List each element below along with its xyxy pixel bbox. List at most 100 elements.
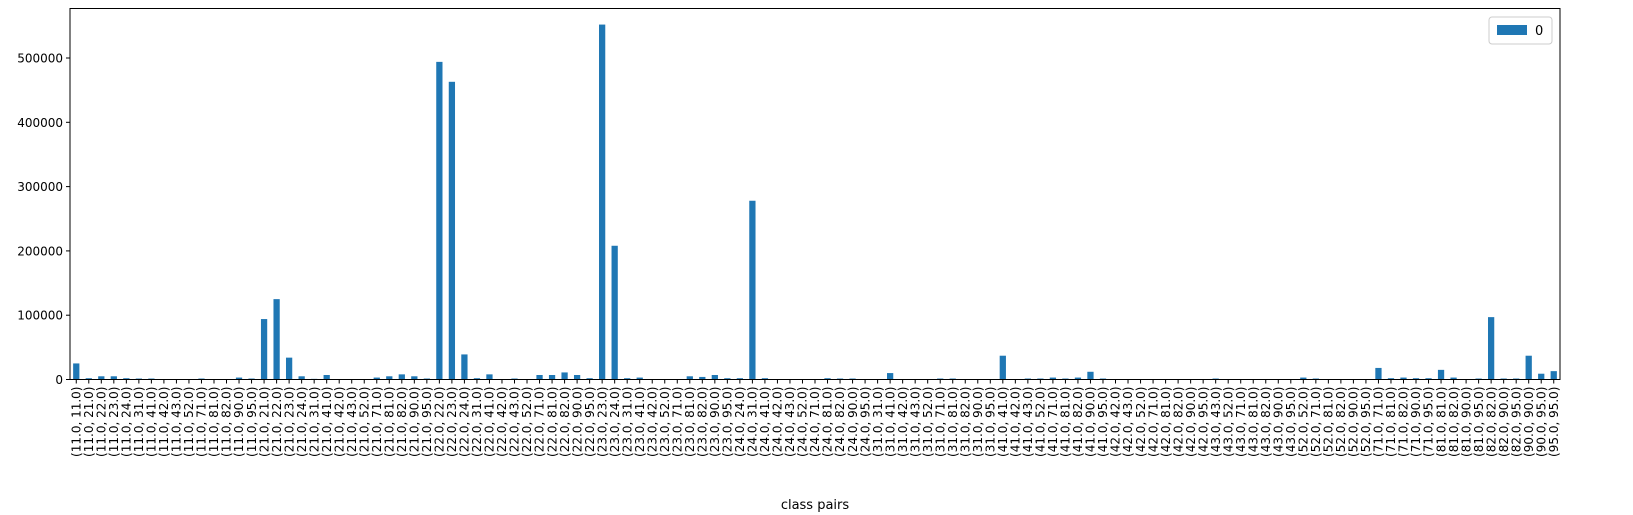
bar [110,376,117,380]
x-tick-label: (42.0, 81.0) [1159,387,1173,457]
bar [1425,378,1432,380]
x-tick-label: (42.0, 95.0) [1196,386,1210,456]
x-tick-label: (23.0, 52.0) [658,387,672,457]
x-tick-label: (21.0, 22.0) [270,387,284,457]
x-tick-label: (24.0, 90.0) [846,386,860,456]
x-tick-label: (43.0, 81.0) [1246,387,1260,457]
bar [1087,371,1094,380]
bar [749,200,756,380]
x-axis: (11.0, 11.0)(11.0, 21.0)(11.0, 22.0)(11.… [69,379,1561,457]
bar [1074,377,1082,380]
bar [686,376,693,380]
x-tick-label: (52.0, 95.0) [1359,386,1373,456]
y-tick-label: 500000 [17,52,63,66]
x-tick-label: (41.0, 52.0) [1034,387,1048,457]
x-tick-label: (21.0, 42.0) [332,386,346,456]
bar [473,378,481,380]
x-tick-label: (11.0, 43.0) [170,387,184,457]
x-tick-label: (11.0, 24.0) [120,386,134,456]
x-tick-label: (22.0, 42.0) [495,386,509,456]
x-tick-label: (43.0, 95.0) [1284,387,1298,457]
bar [411,376,418,380]
bar [586,378,593,380]
bar [624,378,631,380]
bar [235,377,243,380]
x-tick-label: (41.0, 41.0) [996,387,1010,457]
y-tick-label: 0 [55,373,63,387]
x-tick-label: (22.0, 43.0) [508,387,522,457]
x-tick-label: (43.0, 71.0) [1234,386,1248,456]
x-tick-label: (43.0, 52.0) [1221,386,1235,456]
bar [323,375,330,380]
bar [1525,355,1532,380]
x-tick-label: (41.0, 90.0) [1084,386,1098,456]
bar [599,24,606,380]
x-tick-label: (82.0, 82.0) [1484,386,1498,456]
bar [436,61,443,380]
x-tick-label: (42.0, 71.0) [1146,387,1160,457]
x-tick-label: (24.0, 82.0) [833,386,847,456]
bar [1450,377,1457,380]
bar [1538,373,1545,380]
bar [611,245,618,380]
x-tick-label: (52.0, 82.0) [1334,386,1348,456]
x-tick-label: (31.0, 90.0) [971,386,985,456]
x-tick-label: (71.0, 95.0) [1422,387,1436,457]
x-tick-label: (82.0, 95.0) [1509,387,1523,457]
x-tick-label: (71.0, 71.0) [1372,387,1386,457]
bar [486,374,493,380]
x-tick-label: (23.0, 31.0) [620,386,634,456]
x-tick-label: (11.0, 23.0) [107,386,121,456]
x-tick-label: (11.0, 31.0) [132,387,146,457]
x-tick-label: (23.0, 42.0) [645,387,659,457]
bar [1049,377,1057,380]
x-tick-label: (52.0, 90.0) [1347,386,1361,456]
bar [298,376,305,380]
x-tick-label: (24.0, 95.0) [858,386,872,456]
x-tick-label: (11.0, 95.0) [245,386,259,456]
x-tick-label: (42.0, 43.0) [1121,387,1135,457]
x-tick-label: (42.0, 82.0) [1171,387,1185,457]
x-tick-label: (24.0, 81.0) [821,386,835,456]
legend-swatch [1497,25,1527,35]
x-tick-label: (23.0, 23.0) [595,386,609,456]
x-tick-label: (21.0, 23.0) [282,387,296,457]
x-tick-label: (81.0, 81.0) [1434,386,1448,456]
x-tick-label: (41.0, 42.0) [1009,387,1023,457]
x-tick-label: (11.0, 82.0) [220,386,234,456]
bar [123,378,130,380]
bar [536,375,543,380]
bar [887,373,894,380]
x-tick-label: (43.0, 43.0) [1209,386,1223,456]
x-tick-label: (23.0, 41.0) [633,387,647,457]
bar [373,377,380,380]
bar [1550,371,1557,380]
bar [724,378,731,380]
x-tick-label: (11.0, 22.0) [95,386,109,456]
x-tick-label: (23.0, 95.0) [721,386,735,456]
x-tick-label: (24.0, 43.0) [783,387,797,457]
x-tick-label: (31.0, 41.0) [883,387,897,457]
x-tick-label: (22.0, 71.0) [533,387,547,457]
bar [999,355,1006,380]
bar [85,378,92,380]
x-tick-label: (23.0, 81.0) [683,387,697,457]
bar [1488,317,1495,380]
x-tick-label: (43.0, 82.0) [1259,387,1273,457]
bar [736,378,743,380]
x-tick-label: (11.0, 71.0) [195,386,209,456]
x-tick-label: (23.0, 82.0) [696,386,710,456]
bar [636,377,643,380]
x-tick-label: (71.0, 82.0) [1397,387,1411,457]
x-tick-label: (24.0, 52.0) [796,387,810,457]
y-axis: 0 100000 200000 300000 400000 500000 [17,52,70,387]
y-tick-label: 400000 [17,116,63,130]
bar [761,378,769,380]
x-tick-label: (24.0, 41.0) [758,387,772,457]
x-tick-label: (21.0, 82.0) [395,387,409,457]
x-tick-label: (95.0, 95.0) [1547,387,1561,457]
bar [1387,378,1395,380]
x-tick-label: (42.0, 42.0) [1109,386,1123,456]
bar [573,375,581,380]
y-tick-label: 300000 [17,180,63,194]
